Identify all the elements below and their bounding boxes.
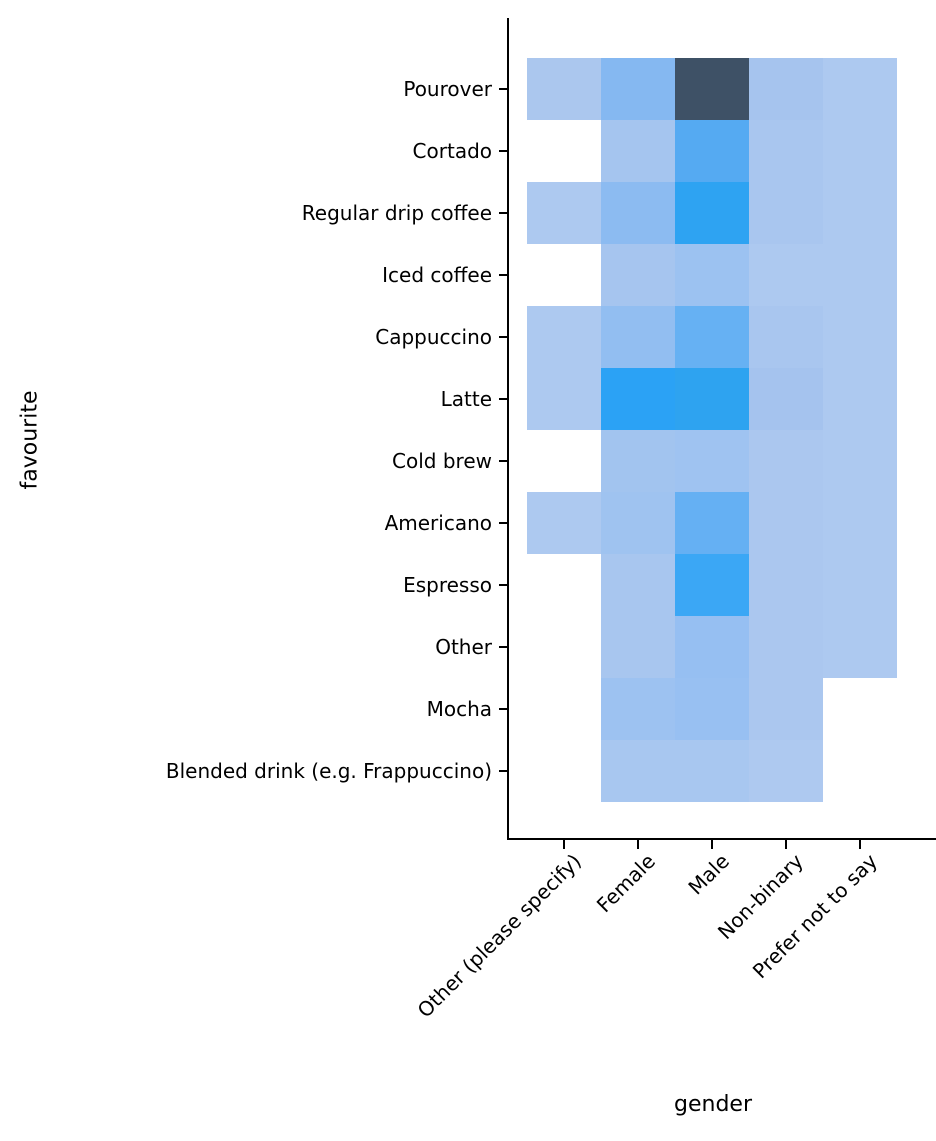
y-tick-mark	[499, 150, 508, 152]
y-tick-mark	[499, 212, 508, 214]
y-tick-label: Blended drink (e.g. Frappuccino)	[165, 759, 492, 783]
x-tick-mark	[711, 840, 713, 849]
y-tick-label: Other	[435, 635, 492, 659]
heatmap-cell	[823, 58, 897, 120]
heatmap-cell	[823, 120, 897, 182]
y-tick-label: Espresso	[403, 573, 492, 597]
heatmap-cell	[823, 306, 897, 368]
x-tick-mark	[859, 840, 861, 849]
y-tick-label: Cappuccino	[375, 325, 492, 349]
heatmap-cell	[601, 430, 675, 492]
heatmap-cell	[749, 616, 823, 678]
y-tick-label: Regular drip coffee	[301, 201, 492, 225]
heatmap-cell	[675, 678, 749, 740]
heatmap-cell	[675, 492, 749, 554]
y-tick-label: Iced coffee	[382, 263, 492, 287]
heatmap-cell	[823, 616, 897, 678]
heatmap-cell	[675, 554, 749, 616]
heatmap-cell	[601, 306, 675, 368]
y-tick-mark	[499, 398, 508, 400]
x-tick-label: Female	[591, 849, 660, 918]
heatmap-cell	[601, 492, 675, 554]
heatmap-cell	[601, 368, 675, 430]
y-tick-label: Pourover	[403, 77, 492, 101]
y-tick-mark	[499, 708, 508, 710]
x-axis-title: gender	[674, 1092, 752, 1117]
heatmap-cell	[675, 430, 749, 492]
heatmap-cell	[675, 616, 749, 678]
heatmap-cell	[749, 740, 823, 802]
y-tick-mark	[499, 584, 508, 586]
y-tick-mark	[499, 274, 508, 276]
heatmap-cell	[675, 368, 749, 430]
heatmap-cell	[749, 58, 823, 120]
heatmap-cell	[601, 244, 675, 306]
y-tick-label: Latte	[440, 387, 492, 411]
heatmap-cell	[601, 740, 675, 802]
x-tick-mark	[563, 840, 565, 849]
heatmap-cell	[601, 58, 675, 120]
heatmap-cell	[749, 182, 823, 244]
heatmap-cell	[749, 678, 823, 740]
y-tick-mark	[499, 336, 508, 338]
heatmap-cell	[749, 244, 823, 306]
heatmap-cell	[749, 554, 823, 616]
y-tick-mark	[499, 646, 508, 648]
heatmap-cell	[527, 368, 601, 430]
y-tick-mark	[499, 88, 508, 90]
heatmap-cell	[601, 182, 675, 244]
heatmap-cell	[749, 120, 823, 182]
heatmap-cell	[527, 306, 601, 368]
x-tick-mark	[637, 840, 639, 849]
y-axis-spine	[507, 18, 509, 840]
heatmap-cell	[749, 368, 823, 430]
y-tick-mark	[499, 460, 508, 462]
heatmap-cell	[601, 120, 675, 182]
heatmap-cell	[823, 554, 897, 616]
x-tick-label: Prefer not to say	[747, 849, 882, 984]
heatmap-cell	[823, 368, 897, 430]
y-tick-label: Cortado	[412, 139, 492, 163]
x-tick-label: Other (please specify)	[412, 849, 586, 1023]
heatmap-cell	[601, 678, 675, 740]
x-tick-mark	[785, 840, 787, 849]
heatmap-cell	[823, 492, 897, 554]
heatmap-cell	[749, 430, 823, 492]
heatmap-cell	[675, 58, 749, 120]
heatmap-cell	[601, 554, 675, 616]
y-tick-mark	[499, 770, 508, 772]
y-tick-label: Mocha	[426, 697, 492, 721]
heatmap-cell	[749, 306, 823, 368]
heatmap-cell	[675, 306, 749, 368]
heatmap-cell	[527, 492, 601, 554]
heatmap-cell	[527, 182, 601, 244]
heatmap-cell	[601, 616, 675, 678]
heatmap-cell	[675, 244, 749, 306]
y-tick-mark	[499, 522, 508, 524]
x-tick-label: Male	[683, 849, 734, 900]
heatmap-cell	[675, 182, 749, 244]
y-axis-title: favourite	[17, 390, 43, 490]
heatmap-cell	[823, 182, 897, 244]
heatmap-cell	[823, 244, 897, 306]
heatmap-cell	[675, 120, 749, 182]
y-tick-label: Americano	[384, 511, 492, 535]
y-tick-label: Cold brew	[392, 449, 492, 473]
heatmap-cell	[675, 740, 749, 802]
heatmap-cell	[823, 430, 897, 492]
heatmap-cell	[527, 58, 601, 120]
x-axis-spine	[507, 838, 936, 840]
heatmap-cell	[749, 492, 823, 554]
